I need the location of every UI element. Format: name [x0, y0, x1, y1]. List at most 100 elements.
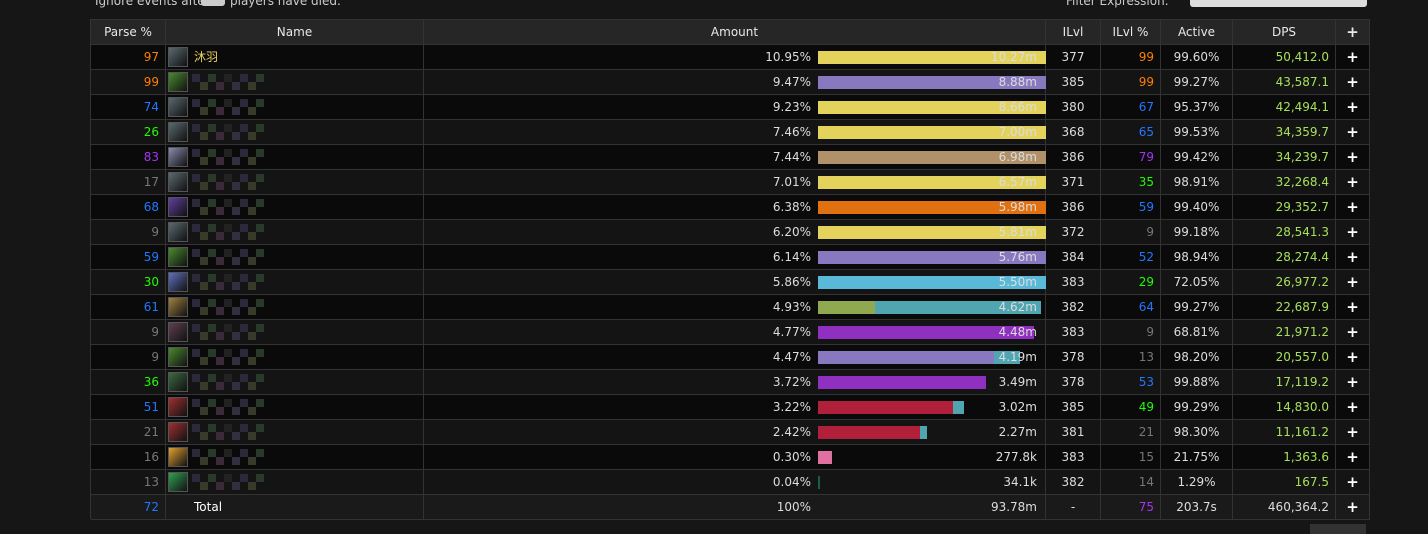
bar-segment: [818, 401, 953, 414]
header-cell[interactable]: +: [1336, 20, 1370, 45]
ilvl-percent: 75: [1101, 495, 1161, 520]
expand-button[interactable]: +: [1336, 395, 1370, 420]
blurred-name: [256, 424, 264, 432]
percent: 9.47%: [772, 75, 811, 89]
blurred-name: [200, 307, 208, 315]
parse: 9: [91, 345, 166, 370]
class-icon: [168, 397, 188, 417]
ilvl: 382: [1046, 295, 1101, 320]
ilvl-percent: 29: [1101, 270, 1161, 295]
blurred-name: [232, 82, 240, 90]
blurred-name: [216, 82, 224, 90]
blurred-name: [216, 132, 224, 140]
blurred-name: [232, 257, 240, 265]
expand-button[interactable]: +: [1336, 345, 1370, 370]
blurred-name: [224, 299, 232, 307]
amount-cell: 100% 93.78m: [424, 495, 1046, 520]
blurred-name: [224, 449, 232, 457]
expand-button[interactable]: +: [1336, 295, 1370, 320]
ilvl-percent: 64: [1101, 295, 1161, 320]
blurred-name: [256, 374, 264, 382]
bar-segment: [818, 376, 987, 389]
amount: 2.27m: [998, 425, 1037, 439]
blurred-name: [224, 124, 232, 132]
expand-button[interactable]: +: [1336, 470, 1370, 495]
amount: 4.19m: [998, 350, 1037, 364]
expand-button[interactable]: +: [1336, 320, 1370, 345]
expand-button[interactable]: +: [1336, 370, 1370, 395]
blurred-name: [192, 174, 200, 182]
blurred-name: [240, 149, 248, 157]
name-cell: [166, 270, 424, 295]
expand-button[interactable]: +: [1336, 220, 1370, 245]
blurred-name: [248, 382, 256, 390]
expand-button[interactable]: +: [1336, 195, 1370, 220]
bar-segment: [818, 476, 820, 489]
filter-input[interactable]: [1190, 0, 1367, 7]
blurred-name: [200, 332, 208, 340]
blurred-name: [240, 199, 248, 207]
expand-button[interactable]: +: [1336, 145, 1370, 170]
ilvl-percent: 9: [1101, 320, 1161, 345]
ignore-input[interactable]: [201, 0, 225, 6]
blurred-name: [224, 349, 232, 357]
amount-cell: 7.01% 6.57m: [424, 170, 1135, 195]
ilvl-percent: 21: [1101, 420, 1161, 445]
blurred-name: [216, 307, 224, 315]
parse: 21: [91, 420, 166, 445]
amount: 4.48m: [998, 325, 1037, 339]
blurred-name: [248, 482, 256, 490]
expand-button[interactable]: +: [1336, 420, 1370, 445]
blurred-name: [192, 274, 200, 282]
amount-cell: 10.95% 10.27m: [424, 45, 1313, 70]
bar-segment: [818, 351, 994, 364]
expand-button[interactable]: +: [1336, 170, 1370, 195]
class-icon: [168, 97, 188, 117]
expand-button[interactable]: +: [1336, 70, 1370, 95]
percent: 7.46%: [772, 125, 811, 139]
expand-button[interactable]: +: [1336, 445, 1370, 470]
active: 99.88%: [1161, 370, 1233, 395]
blurred-name: [248, 232, 256, 240]
expand-button[interactable]: +: [1336, 95, 1370, 120]
blurred-name: [240, 324, 248, 332]
blurred-name: [256, 474, 264, 482]
name-cell: [166, 195, 424, 220]
blurred-name: [240, 249, 248, 257]
ilvl: 371: [1046, 170, 1101, 195]
expand-button[interactable]: +: [1336, 270, 1370, 295]
scroll-thumb[interactable]: [1310, 524, 1366, 534]
expand-button[interactable]: +: [1336, 495, 1370, 520]
name-cell: [166, 345, 424, 370]
ilvl-percent: 35: [1101, 170, 1161, 195]
blurred-name: [224, 474, 232, 482]
header-cell: Active: [1161, 20, 1233, 45]
blurred-name: [232, 132, 240, 140]
percent: 0.30%: [772, 450, 811, 464]
parse: 99: [91, 70, 166, 95]
bar-segment: [818, 226, 1099, 239]
active: 1.29%: [1161, 470, 1233, 495]
ignore-prefix: Ignore events after: [95, 0, 210, 8]
ilvl: 385: [1046, 395, 1101, 420]
dps: 50,412.0: [1233, 45, 1336, 70]
class-icon: [168, 197, 188, 217]
amount: 277.8k: [995, 450, 1037, 464]
blurred-name: [232, 232, 240, 240]
name-cell: Total: [166, 495, 424, 520]
expand-button[interactable]: +: [1336, 45, 1370, 70]
blurred-name: [224, 399, 232, 407]
blurred-name: [248, 257, 256, 265]
blurred-name: [208, 149, 216, 157]
bar-segment: [818, 276, 1074, 289]
amount: 5.98m: [998, 200, 1037, 214]
bar-segment: [818, 251, 1068, 264]
blurred-name: [200, 407, 208, 415]
bar-segment: [952, 401, 964, 414]
blurred-name: [192, 349, 200, 357]
expand-button[interactable]: +: [1336, 120, 1370, 145]
percent: 5.86%: [772, 275, 811, 289]
expand-button[interactable]: +: [1336, 245, 1370, 270]
dps: 34,239.7: [1233, 145, 1336, 170]
